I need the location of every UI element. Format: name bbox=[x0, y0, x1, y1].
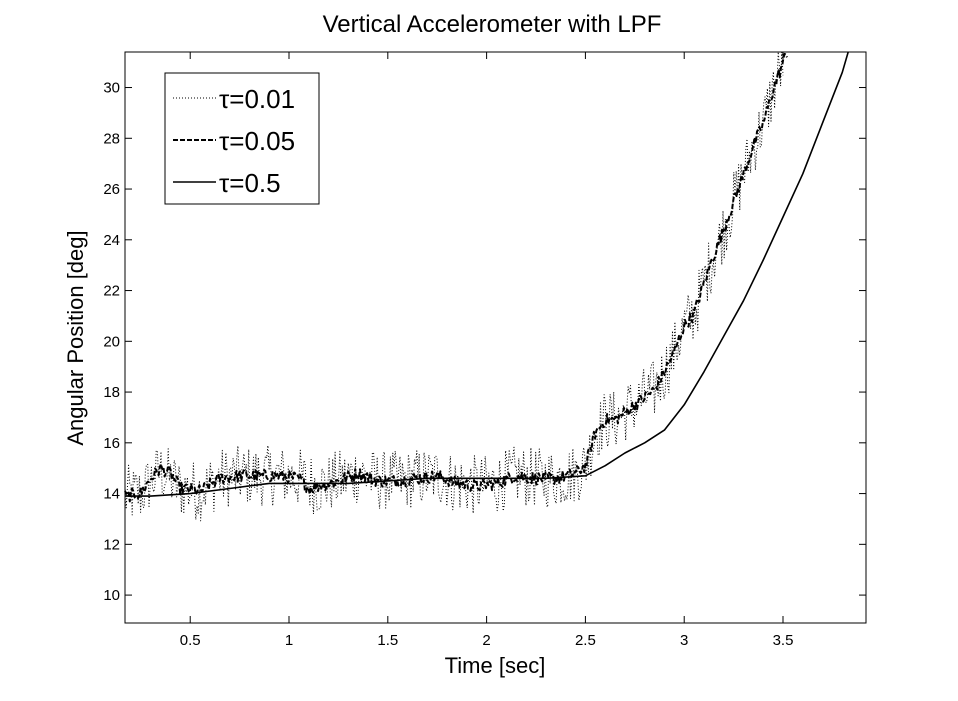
x-tick-label: 1.5 bbox=[377, 632, 398, 649]
y-tick-label: 24 bbox=[103, 232, 120, 249]
plot-frame bbox=[124, 51, 867, 624]
legend-label-3: τ=0.5 bbox=[219, 168, 281, 198]
y-tick-label: 22 bbox=[103, 283, 120, 300]
x-tick-label: 2.5 bbox=[575, 632, 596, 649]
y-tick-label: 18 bbox=[103, 384, 120, 401]
y-tick-label: 28 bbox=[103, 130, 120, 147]
y-tick-label: 16 bbox=[103, 435, 120, 452]
x-tick-label: 2 bbox=[482, 632, 490, 649]
y-axis-label: Angular Position [deg] bbox=[63, 230, 88, 445]
y-axis: 10 12 14 16 18 20 22 24 26 28 30 bbox=[103, 80, 866, 604]
y-tick-label: 14 bbox=[103, 486, 120, 503]
y-tick-label: 12 bbox=[103, 536, 120, 553]
series-line-3 bbox=[125, 51, 849, 497]
legend-items: τ=0.01 τ=0.05 τ=0.5 bbox=[173, 84, 295, 198]
x-tick-label: 3.5 bbox=[773, 632, 794, 649]
x-tick-label: 1 bbox=[285, 632, 293, 649]
x-axis-label: Time [sec] bbox=[445, 653, 546, 678]
legend: τ=0.01 τ=0.05 τ=0.5 bbox=[164, 72, 320, 205]
legend-label-1: τ=0.01 bbox=[219, 84, 295, 114]
x-tick-label: 3 bbox=[680, 632, 688, 649]
legend-label-2: τ=0.05 bbox=[219, 126, 295, 156]
series-line-2 bbox=[124, 52, 788, 503]
y-tick-label: 20 bbox=[103, 333, 120, 350]
y-tick-label: 26 bbox=[103, 181, 120, 198]
series-line-1 bbox=[124, 51, 784, 522]
x-axis: 0.5 1 1.5 2 2.5 3 3.5 bbox=[180, 52, 794, 649]
chart-title: Vertical Accelerometer with LPF bbox=[323, 11, 662, 38]
x-tick-label: 0.5 bbox=[180, 632, 201, 649]
y-tick-label: 30 bbox=[103, 80, 120, 97]
y-tick-label: 10 bbox=[103, 587, 120, 604]
series-layer bbox=[124, 51, 849, 522]
